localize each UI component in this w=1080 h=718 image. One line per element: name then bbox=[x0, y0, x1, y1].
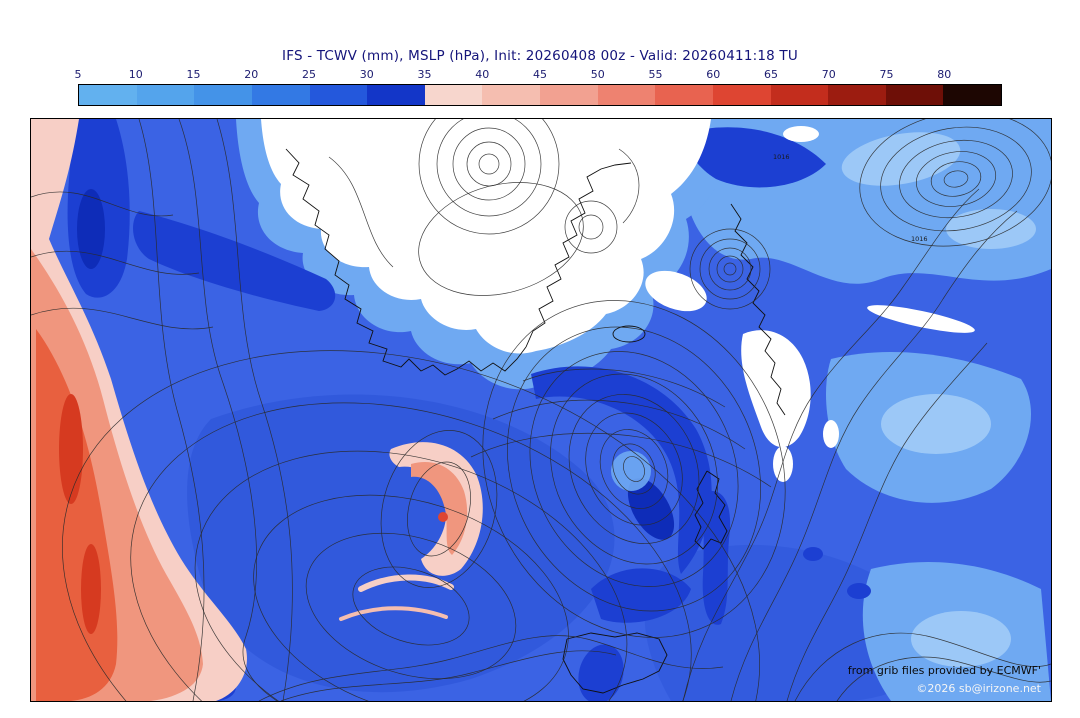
tcwv-field bbox=[31, 119, 1051, 701]
colorbar-segment bbox=[712, 85, 771, 105]
colorbar-tick-label: 60 bbox=[706, 68, 721, 81]
colorbar-tick-label: 50 bbox=[590, 68, 605, 81]
colorbar-segment bbox=[367, 85, 425, 105]
colorbar-wrap bbox=[78, 84, 1002, 106]
colorbar-tick-label: 5 bbox=[74, 68, 82, 81]
coastlines bbox=[285, 148, 786, 694]
colorbar-tick-label: 15 bbox=[186, 68, 201, 81]
page-title: IFS - TCWV (mm), MSLP (hPa), Init: 20260… bbox=[282, 48, 798, 64]
colorbar-segment bbox=[597, 85, 656, 105]
colorbar-segment bbox=[655, 85, 713, 105]
colorbar-tick-label: 70 bbox=[821, 68, 836, 81]
colorbar-segment bbox=[424, 85, 483, 105]
colorbar-tick-label: 40 bbox=[475, 68, 490, 81]
colorbar-tick-label: 25 bbox=[302, 68, 316, 81]
colorbar-segment bbox=[885, 85, 944, 105]
colorbar-segment bbox=[828, 85, 886, 105]
colorbar-tick-label: 80 bbox=[937, 68, 952, 81]
colorbar-tick-label: 75 bbox=[879, 68, 894, 81]
colorbar-tick-label: 55 bbox=[648, 68, 663, 81]
isobar-label: 1016 bbox=[911, 235, 928, 243]
colorbar-segment bbox=[540, 85, 598, 105]
colorbar-tick-label: 65 bbox=[764, 68, 778, 81]
colorbar-segment bbox=[79, 85, 137, 105]
colorbar-tick-label: 30 bbox=[359, 68, 374, 81]
colorbar-segment bbox=[943, 85, 1001, 105]
isobar-labels: 1016 1016 bbox=[773, 153, 928, 243]
colorbar-ticks: 5 10 15 20 25 30 35 40 45 50 55 60 65 70 75 80 bbox=[74, 68, 1002, 82]
colorbar-tick-label: 10 bbox=[128, 68, 143, 81]
colorbar-segment bbox=[194, 85, 252, 105]
credit-provider: from grib files provided by ECMWF' bbox=[847, 664, 1041, 677]
colorbar bbox=[78, 84, 1002, 106]
colorbar-tick-label: 20 bbox=[244, 68, 259, 81]
colorbar-segment bbox=[482, 85, 540, 105]
colorbar-tick-label: 45 bbox=[533, 68, 547, 81]
mslp-contours bbox=[31, 119, 1051, 701]
colorbar-tick-label: 35 bbox=[417, 68, 432, 81]
isobar-label: 1016 bbox=[773, 153, 790, 161]
credit-copyright: ©2026 sb@irizone.net bbox=[916, 682, 1041, 695]
weather-map-svg: 1016 1016 bbox=[31, 119, 1051, 701]
colorbar-segment bbox=[770, 85, 829, 105]
map-frame: 1016 1016 from grib files provided by EC… bbox=[30, 118, 1052, 702]
colorbar-segment bbox=[309, 85, 368, 105]
colorbar-segment bbox=[251, 85, 310, 105]
colorbar-segment bbox=[136, 85, 195, 105]
